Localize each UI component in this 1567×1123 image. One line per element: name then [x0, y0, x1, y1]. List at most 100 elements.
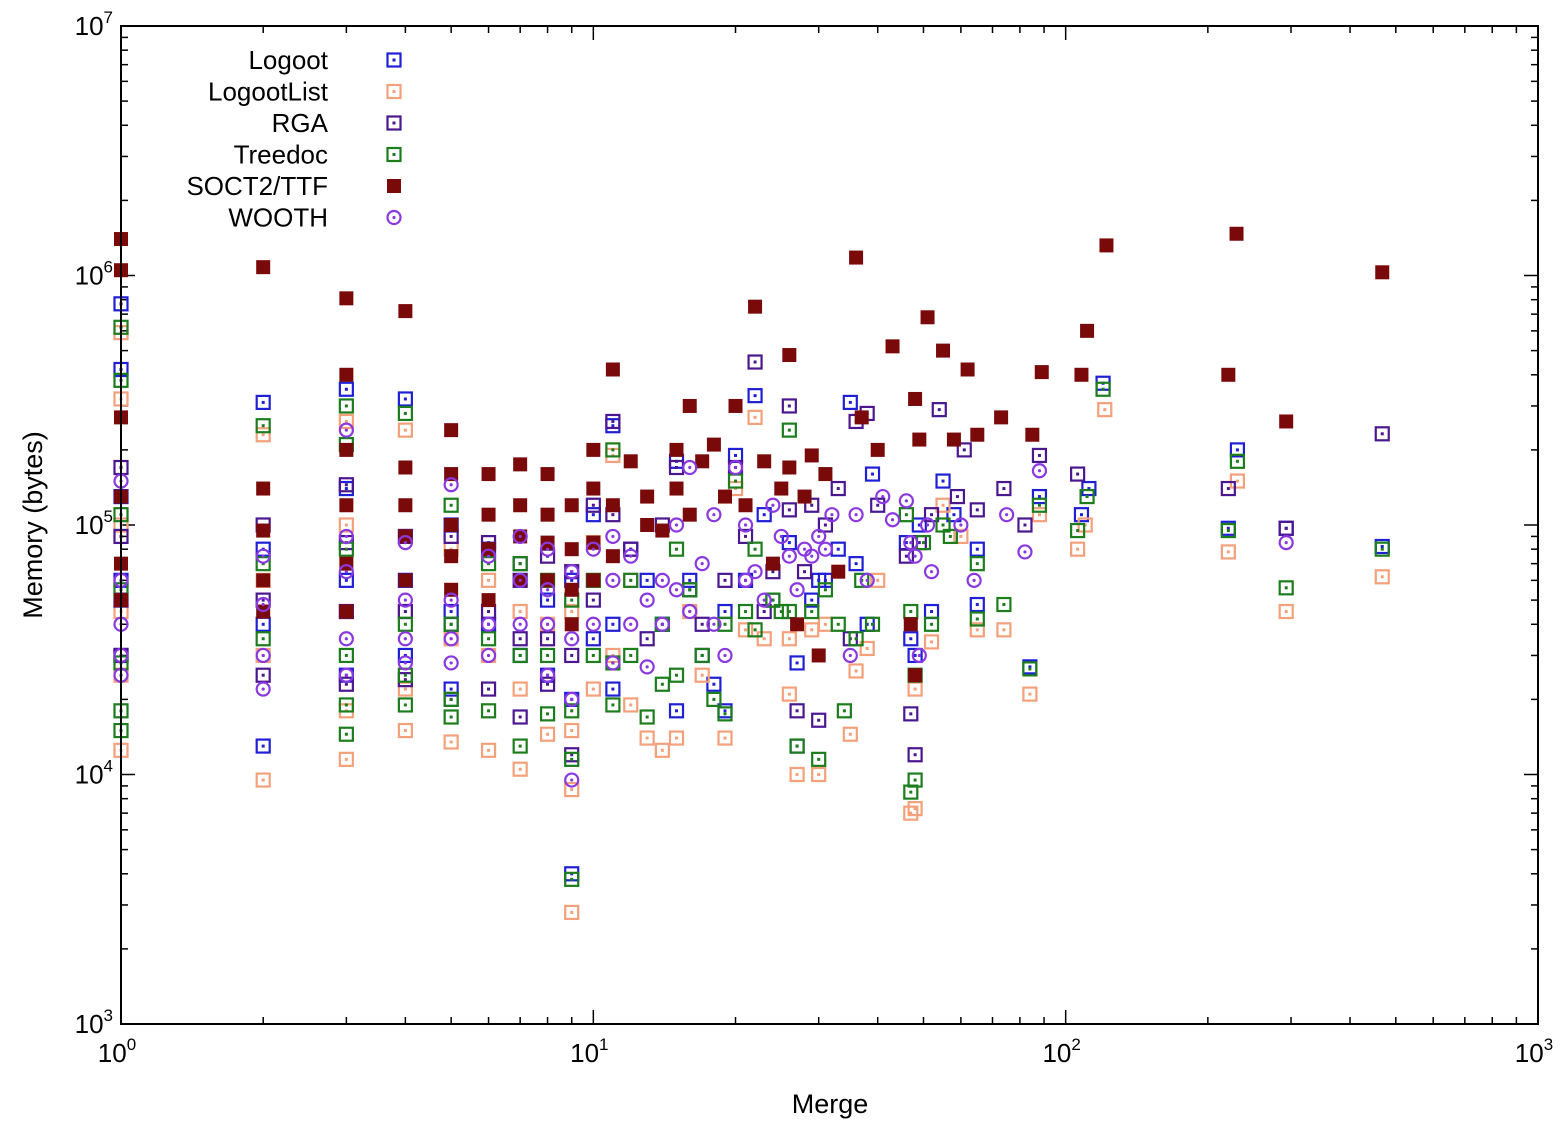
legend-item: LogootList: [208, 77, 402, 107]
data-point: [747, 541, 763, 557]
data-point: [1079, 488, 1095, 505]
data-point: [444, 518, 459, 532]
data-point: [539, 726, 556, 742]
data-point: [338, 413, 354, 430]
data-point: [255, 772, 271, 788]
data-point: [956, 442, 972, 458]
data-point: [443, 734, 459, 750]
data-point: [1070, 541, 1086, 557]
y-axis-title: Memory (bytes): [18, 431, 48, 619]
data-point: [338, 676, 354, 692]
data-point: [397, 631, 413, 647]
data-point: [397, 422, 413, 438]
data-point: [970, 427, 985, 442]
data-point: [996, 622, 1012, 638]
data-point: [911, 647, 927, 664]
data-point: [682, 507, 697, 522]
data-point: [747, 564, 763, 580]
data-point: [1374, 569, 1390, 585]
data-point: [682, 603, 698, 620]
data-point: [781, 631, 797, 647]
data-point: [1097, 402, 1113, 418]
data-point: [585, 647, 601, 664]
data-point: [256, 523, 271, 538]
data-point: [564, 691, 580, 707]
data-point: [1095, 381, 1111, 397]
data-point: [737, 517, 754, 533]
data-point: [623, 616, 639, 632]
data-point: [397, 722, 413, 739]
data-point: [1081, 480, 1097, 497]
data-point: [605, 528, 621, 545]
data-point: [513, 498, 528, 513]
legend-item: WOOTH: [228, 203, 402, 233]
data-point: [668, 703, 685, 719]
legend-item: Logoot: [248, 45, 402, 75]
data-point: [1278, 580, 1294, 596]
data-point: [564, 772, 580, 788]
data-point: [605, 413, 621, 430]
data-point: [706, 691, 722, 707]
data-point: [564, 703, 580, 719]
data-point: [1375, 265, 1390, 280]
x-tick-label: 100: [98, 1035, 136, 1068]
data-point: [255, 681, 271, 697]
data-point: [339, 367, 354, 382]
data-point: [859, 572, 875, 588]
axis-ticks: [120, 26, 1538, 1025]
data-point: [398, 498, 413, 513]
data-point: [1278, 603, 1294, 620]
data-point: [339, 604, 354, 619]
data-point: [480, 572, 497, 588]
data-point: [669, 481, 684, 496]
data-point: [1278, 520, 1294, 536]
data-point: [946, 507, 962, 523]
data-point: [256, 481, 271, 496]
data-point: [444, 423, 459, 438]
data-point: [585, 541, 601, 557]
data-point: [605, 616, 621, 632]
data-point: [756, 603, 772, 620]
data-point: [585, 497, 601, 513]
data-point: [338, 572, 354, 588]
data-point: [512, 709, 528, 725]
data-point: [804, 448, 819, 463]
data-point: [512, 647, 528, 664]
data-point: [717, 706, 733, 722]
data-point: [512, 528, 528, 545]
data-point: [830, 616, 846, 632]
data-point: [1031, 497, 1048, 513]
series-wooth: [113, 422, 1294, 788]
data-point: [397, 592, 413, 608]
data-point: [339, 442, 354, 457]
data-point: [765, 556, 780, 571]
data-point: [339, 291, 354, 306]
data-point: [1034, 365, 1049, 380]
data-point: [953, 528, 969, 545]
data-point: [255, 427, 271, 443]
data-point: [338, 422, 354, 438]
data-point: [949, 488, 966, 505]
data-point: [994, 410, 1009, 425]
data-point: [1031, 488, 1048, 505]
data-point: [539, 647, 556, 664]
data-point: [728, 398, 743, 413]
data-point: [737, 572, 754, 588]
data-point: [804, 603, 820, 620]
data-point: [668, 730, 685, 746]
data-point: [781, 548, 797, 564]
data-point: [859, 640, 875, 657]
data-point: [397, 391, 413, 407]
data-point: [907, 548, 923, 564]
data-point: [757, 454, 772, 469]
data-point: [996, 480, 1012, 497]
data-point: [1220, 480, 1236, 497]
legend-marker: [386, 115, 402, 131]
x-tick-label: 101: [570, 1035, 608, 1068]
data-point: [539, 676, 556, 692]
data-point: [605, 362, 620, 377]
data-point: [397, 535, 413, 551]
data-point: [682, 398, 697, 413]
data-point: [1031, 463, 1048, 479]
data-point: [774, 481, 789, 496]
